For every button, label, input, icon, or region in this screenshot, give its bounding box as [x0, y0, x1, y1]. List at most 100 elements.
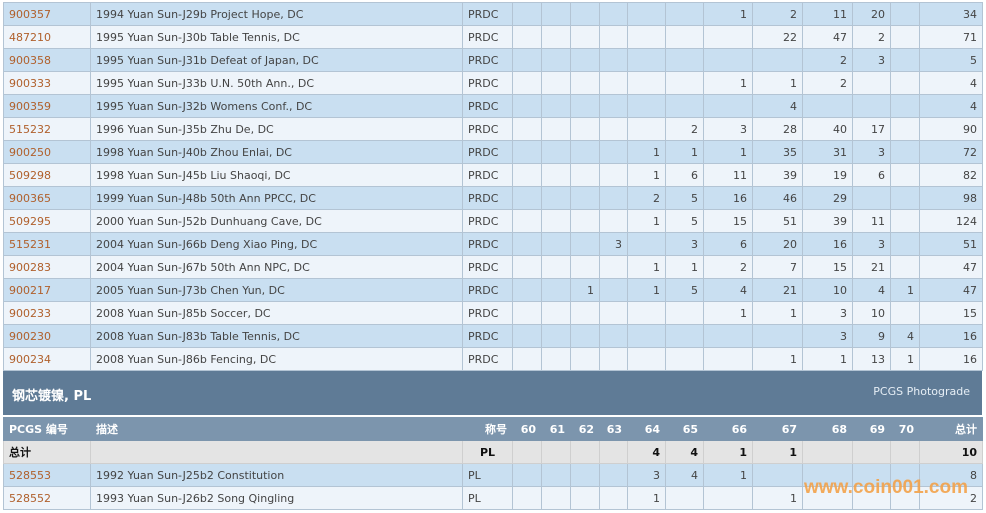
- grade-65-cell[interactable]: [665, 25, 704, 49]
- grade-65-cell[interactable]: 2: [665, 117, 704, 141]
- pcgs-id-link[interactable]: 528552: [9, 491, 51, 505]
- grade-67-cell[interactable]: [752, 48, 803, 72]
- grade-64-cell[interactable]: [627, 94, 666, 118]
- grade-62-cell[interactable]: [570, 2, 600, 26]
- grade-60-cell[interactable]: [512, 301, 542, 325]
- grade-69-cell[interactable]: [852, 463, 891, 487]
- grade-64-cell[interactable]: [627, 347, 666, 371]
- grade-67-cell[interactable]: 1: [752, 347, 803, 371]
- grade-69-cell[interactable]: [852, 186, 891, 210]
- pcgs-id-link[interactable]: 515232: [9, 122, 51, 136]
- grade-62-cell[interactable]: [570, 71, 600, 95]
- grade-66-cell[interactable]: 1: [703, 301, 753, 325]
- grade-67-cell[interactable]: [752, 324, 803, 348]
- grade-67-cell[interactable]: 1: [752, 301, 803, 325]
- grade-61-cell[interactable]: [541, 324, 571, 348]
- grade-63-cell[interactable]: [599, 25, 628, 49]
- grade-69-cell[interactable]: 6: [852, 163, 891, 187]
- grade-63-cell[interactable]: [599, 2, 628, 26]
- grade-63-cell[interactable]: [599, 324, 628, 348]
- grade-63-cell[interactable]: [599, 186, 628, 210]
- grade-66-cell[interactable]: [703, 347, 753, 371]
- grade-66-cell[interactable]: [703, 324, 753, 348]
- grade-68-cell[interactable]: 11: [802, 2, 853, 26]
- grade-61-cell[interactable]: [541, 48, 571, 72]
- grade-62-cell[interactable]: [570, 486, 600, 510]
- grade-67-cell[interactable]: 21: [752, 278, 803, 302]
- grade-65-cell[interactable]: [665, 48, 704, 72]
- grade-60-cell[interactable]: [512, 140, 542, 164]
- total-cell[interactable]: 71: [919, 25, 983, 49]
- total-cell[interactable]: 34: [919, 2, 983, 26]
- col-header-grade-66[interactable]: 66: [703, 417, 753, 441]
- grade-65-cell[interactable]: [665, 347, 704, 371]
- total-cell[interactable]: 5: [919, 48, 983, 72]
- grade-64-cell[interactable]: [627, 71, 666, 95]
- grade-67-cell[interactable]: 1: [752, 486, 803, 510]
- grade-70-cell[interactable]: 1: [890, 347, 920, 371]
- grade-63-cell[interactable]: [599, 71, 628, 95]
- grade-68-cell[interactable]: 16: [802, 232, 853, 256]
- grade-60-cell[interactable]: [512, 117, 542, 141]
- pcgs-id-link[interactable]: 487210: [9, 30, 51, 44]
- grade-68-cell[interactable]: [802, 463, 853, 487]
- grade-68-cell[interactable]: 3: [802, 324, 853, 348]
- grade-70-cell[interactable]: [890, 117, 920, 141]
- grade-62-cell[interactable]: [570, 209, 600, 233]
- grade-65-cell[interactable]: 5: [665, 186, 704, 210]
- grade-65-cell[interactable]: 5: [665, 209, 704, 233]
- grade-64-cell[interactable]: [627, 25, 666, 49]
- grade-64-cell[interactable]: 3: [627, 463, 666, 487]
- grade-70-cell[interactable]: [890, 48, 920, 72]
- total-cell[interactable]: 2: [919, 486, 983, 510]
- grade-70-cell[interactable]: [890, 255, 920, 279]
- grade-60-cell[interactable]: [512, 278, 542, 302]
- grade-69-cell[interactable]: 3: [852, 232, 891, 256]
- col-header-grade-68[interactable]: 68: [802, 417, 853, 441]
- grade-63-cell[interactable]: 3: [599, 232, 628, 256]
- grade-65-cell[interactable]: [665, 94, 704, 118]
- grade-67-cell[interactable]: 39: [752, 163, 803, 187]
- total-cell[interactable]: 47: [919, 278, 983, 302]
- grade-68-cell[interactable]: 10: [802, 278, 853, 302]
- grade-69-cell[interactable]: 13: [852, 347, 891, 371]
- grade-70-cell[interactable]: [890, 2, 920, 26]
- grade-62-cell[interactable]: 1: [570, 278, 600, 302]
- grade-62-cell[interactable]: [570, 48, 600, 72]
- grade-61-cell[interactable]: [541, 347, 571, 371]
- grade-60-cell[interactable]: [512, 463, 542, 487]
- grade-61-cell[interactable]: [541, 94, 571, 118]
- grade-60-cell[interactable]: [512, 347, 542, 371]
- grade-67-cell[interactable]: 20: [752, 232, 803, 256]
- grade-63-cell[interactable]: [599, 140, 628, 164]
- pcgs-id-link[interactable]: 528553: [9, 468, 51, 482]
- grade-67-cell[interactable]: 51: [752, 209, 803, 233]
- grade-66-cell[interactable]: [703, 25, 753, 49]
- col-header-grade-64[interactable]: 64: [627, 417, 666, 441]
- total-cell[interactable]: 4: [919, 71, 983, 95]
- grade-67-cell[interactable]: 35: [752, 140, 803, 164]
- grade-61-cell[interactable]: [541, 486, 571, 510]
- pcgs-id-link[interactable]: 900357: [9, 7, 51, 21]
- grade-61-cell[interactable]: [541, 25, 571, 49]
- grade-66-cell[interactable]: 1: [703, 140, 753, 164]
- grade-62-cell[interactable]: [570, 25, 600, 49]
- grade-68-cell[interactable]: 15: [802, 255, 853, 279]
- grade-61-cell[interactable]: [541, 163, 571, 187]
- grade-63-cell[interactable]: [599, 48, 628, 72]
- grade-62-cell[interactable]: [570, 324, 600, 348]
- grade-66-cell[interactable]: 1: [703, 2, 753, 26]
- grade-64-cell[interactable]: 1: [627, 278, 666, 302]
- grade-69-cell[interactable]: [852, 94, 891, 118]
- grade-67-cell[interactable]: 46: [752, 186, 803, 210]
- photograde-link[interactable]: PCGS Photograde: [873, 385, 970, 398]
- grade-60-cell[interactable]: [512, 324, 542, 348]
- grade-66-cell[interactable]: 1: [703, 71, 753, 95]
- grade-64-cell[interactable]: 2: [627, 186, 666, 210]
- grade-60-cell[interactable]: [512, 2, 542, 26]
- grade-65-cell[interactable]: [665, 71, 704, 95]
- grade-69-cell[interactable]: 20: [852, 2, 891, 26]
- col-header-grade-67[interactable]: 67: [752, 417, 803, 441]
- grade-68-cell[interactable]: [802, 94, 853, 118]
- col-header-grade-65[interactable]: 65: [665, 417, 704, 441]
